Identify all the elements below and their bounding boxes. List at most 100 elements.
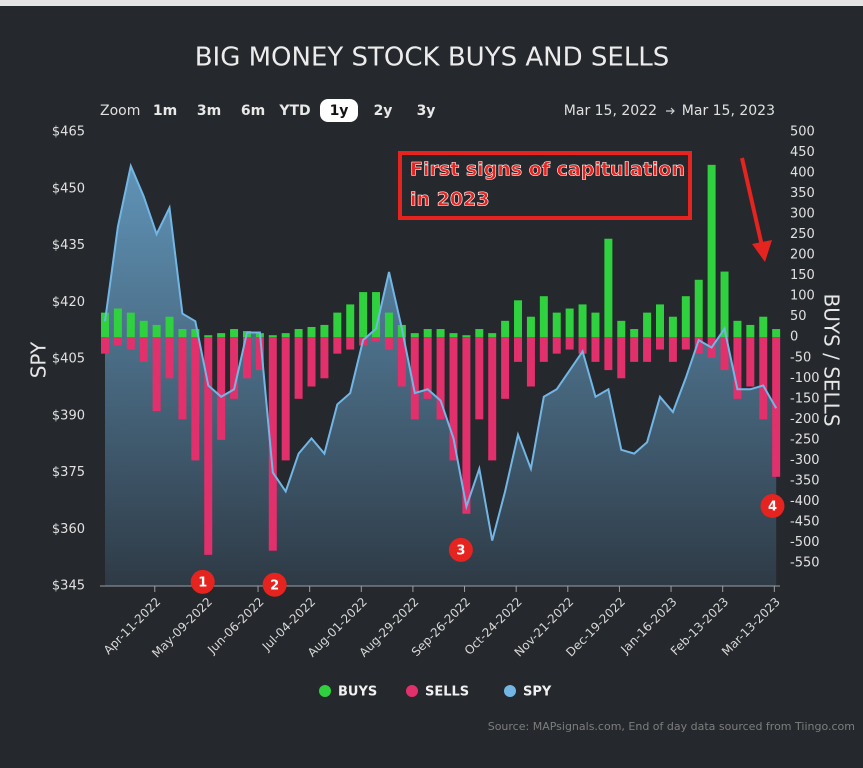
y2-tick-label: 300 xyxy=(790,207,815,222)
bar xyxy=(733,337,742,399)
y2-tick-label: 500 xyxy=(790,125,815,140)
zoom-button[interactable]: YTD xyxy=(278,103,310,119)
y2-tick-label: 100 xyxy=(790,289,815,304)
legend-label[interactable]: SELLS xyxy=(425,685,469,700)
bar xyxy=(165,316,174,338)
y2-tick-label: 250 xyxy=(790,227,815,242)
y2-tick-label: 0 xyxy=(790,330,798,345)
y2-tick-label: -50 xyxy=(790,350,811,365)
range-from: Mar 15, 2022 xyxy=(564,103,657,119)
y2-axis-title: BUYS / SELLS xyxy=(820,293,844,426)
annotation-text: in 2023 xyxy=(410,189,490,211)
marker-label: 1 xyxy=(198,575,207,590)
y2-tick-label: -450 xyxy=(790,514,820,529)
bar xyxy=(152,337,161,412)
bar xyxy=(204,335,213,338)
zoom-label: Zoom xyxy=(100,103,140,119)
bar xyxy=(346,304,355,338)
bar xyxy=(539,296,548,338)
bar xyxy=(694,337,703,354)
bar xyxy=(759,337,768,420)
bar xyxy=(643,312,652,338)
bar xyxy=(307,337,316,387)
zoom-button[interactable]: 1m xyxy=(153,103,177,119)
bar xyxy=(217,333,226,338)
bar xyxy=(101,312,109,338)
y2-tick-label: 150 xyxy=(790,268,815,283)
bar xyxy=(604,238,613,338)
marker xyxy=(448,537,473,562)
bar xyxy=(281,337,290,461)
bar xyxy=(514,337,523,362)
bar xyxy=(462,337,471,514)
zoom-button[interactable]: 3m xyxy=(197,103,221,119)
zoom-button[interactable]: 6m xyxy=(241,103,265,119)
annotation-arrowhead xyxy=(752,240,772,262)
y2-tick-label: 400 xyxy=(790,166,815,181)
bar xyxy=(165,337,174,379)
bar xyxy=(307,326,316,338)
marker xyxy=(760,493,785,518)
bar xyxy=(681,296,690,338)
bar xyxy=(552,337,561,354)
bar xyxy=(475,337,484,420)
bar xyxy=(591,337,600,362)
y2-tick-label: 350 xyxy=(790,186,815,201)
bar xyxy=(668,337,677,362)
bar xyxy=(436,337,445,420)
bar xyxy=(294,337,303,399)
y2-tick-label: 200 xyxy=(790,248,815,263)
range-to: Mar 15, 2023 xyxy=(682,103,775,119)
zoom-button[interactable]: 3y xyxy=(417,103,436,119)
bar xyxy=(746,324,755,338)
bar xyxy=(668,316,677,338)
y2-tick-label: -350 xyxy=(790,473,820,488)
bar xyxy=(449,337,458,461)
bar xyxy=(475,329,484,338)
bar xyxy=(242,337,251,379)
legend-label[interactable]: BUYS xyxy=(338,685,377,700)
bar xyxy=(539,337,548,362)
marker-label: 2 xyxy=(270,578,279,593)
annotation-arrow xyxy=(740,157,764,247)
y2-tick-label: -100 xyxy=(790,371,820,386)
bar xyxy=(526,337,535,387)
y2-tick-label: -400 xyxy=(790,494,820,509)
bar xyxy=(397,337,406,387)
y2-tick-label: -500 xyxy=(790,535,820,550)
y-tick-label: $390 xyxy=(52,408,85,423)
bar xyxy=(501,320,510,338)
bar xyxy=(346,337,355,350)
annotation-box xyxy=(398,151,692,220)
bar xyxy=(152,324,161,338)
chart-title: BIG MONEY STOCK BUYS AND SELLS xyxy=(195,43,670,73)
bar xyxy=(617,337,626,379)
bar xyxy=(617,320,626,338)
legend-swatch xyxy=(504,685,516,697)
bar xyxy=(281,333,290,338)
bar xyxy=(565,308,574,338)
bar xyxy=(320,337,329,379)
y2-tick-label: -150 xyxy=(790,391,820,406)
zoom-button[interactable]: 2y xyxy=(374,103,393,119)
range-arrow xyxy=(666,107,675,115)
bar xyxy=(372,292,381,338)
legend-label[interactable]: SPY xyxy=(523,685,552,700)
y-axis-title: SPY xyxy=(27,341,51,378)
bar xyxy=(268,337,277,551)
bar xyxy=(294,329,303,338)
bar xyxy=(139,337,148,362)
bar xyxy=(372,337,381,342)
bar xyxy=(488,333,497,338)
bar xyxy=(449,333,458,338)
bar xyxy=(604,337,613,371)
zoom-button[interactable]: 1y xyxy=(330,103,349,119)
bar xyxy=(255,337,264,371)
bar xyxy=(113,337,122,346)
bar xyxy=(591,312,600,338)
bar xyxy=(552,312,561,338)
bar xyxy=(630,329,639,338)
bar xyxy=(694,279,703,338)
